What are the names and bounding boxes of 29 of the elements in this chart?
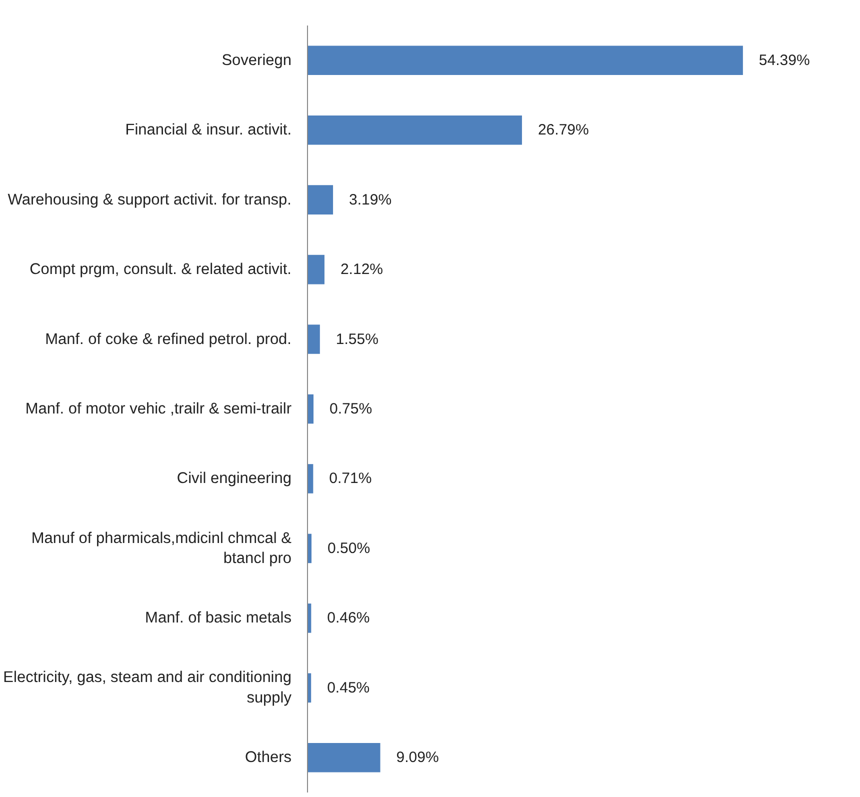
bar (308, 254, 324, 284)
data-label: 0.50% (328, 540, 370, 557)
y-tick-label: Financial & insur. activit. (125, 122, 292, 139)
y-tick-label: Manuf of pharmicals,mdicinl chmcal & btancl pro (31, 530, 292, 568)
bar (308, 115, 522, 145)
bar (308, 742, 380, 772)
data-label: 26.79% (538, 122, 589, 139)
y-tick-label: Manf. of basic metals (145, 610, 292, 627)
bar (308, 324, 320, 354)
data-label: 54.39% (758, 52, 810, 69)
y-tick-label: Compt prgm, consult. & related activit. (30, 261, 292, 278)
data-label: 1.55% (336, 330, 378, 348)
data-label: 0.46% (327, 610, 370, 627)
y-tick-label: Manf. of motor vehic ,trailr & semi-trailr (25, 400, 292, 418)
data-label: 2.12% (340, 261, 384, 278)
y-tick-label: Others (244, 749, 292, 766)
bar (308, 46, 743, 76)
data-label: 0.75% (330, 400, 372, 418)
data-label: 3.19% (349, 191, 392, 208)
data-label: 9.09% (396, 749, 439, 766)
y-tick-label: Warehousing & support activit. for transp. (8, 191, 292, 208)
data-label: 0.45% (327, 679, 370, 696)
y-tick-label: Electricity, gas, steam and air conditioning supply (3, 669, 292, 707)
y-tick-label: Soveriegn (222, 52, 292, 69)
y-tick-label: Manf. of coke & refined petrol. prod. (45, 330, 292, 348)
bar (308, 394, 314, 424)
y-tick-label: Civil engineering (176, 470, 292, 488)
data-label: 0.71% (329, 470, 372, 488)
bar (308, 185, 334, 214)
